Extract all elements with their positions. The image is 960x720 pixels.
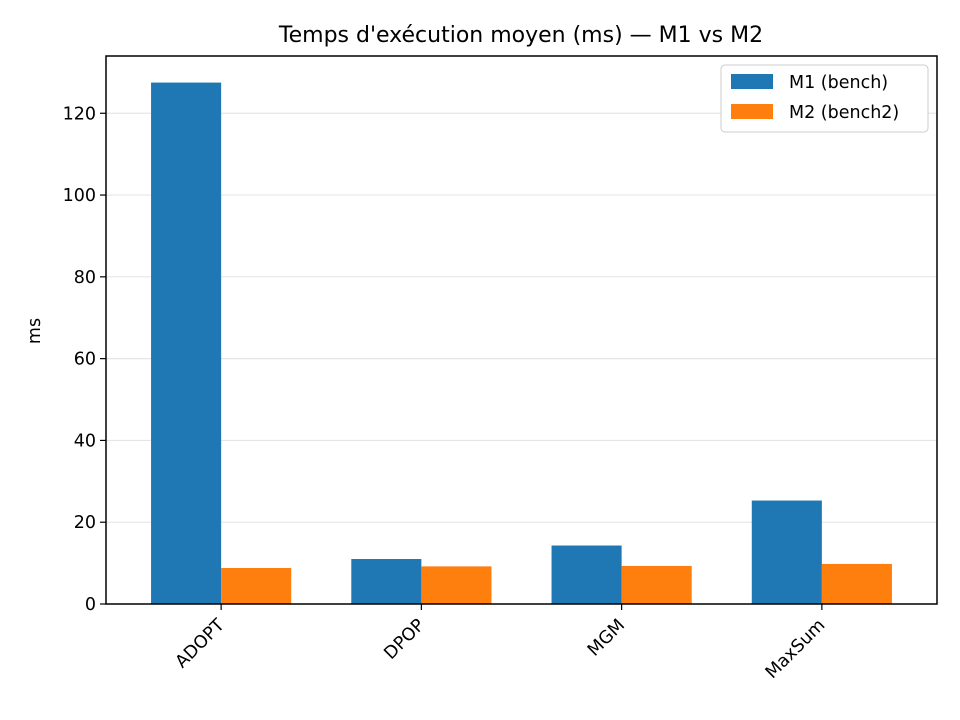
bar-m2-mgm — [621, 565, 692, 604]
x-tick-label: MGM — [584, 615, 629, 660]
gridlines — [106, 112, 937, 523]
legend-swatch — [731, 104, 773, 119]
legend-label: M1 (bench) — [789, 73, 888, 93]
bar-m1-mgm — [551, 545, 622, 604]
legend-label: M2 (bench2) — [789, 103, 899, 123]
bar-m2-maxsum — [821, 563, 892, 604]
x-tick-label: MaxSum — [762, 615, 829, 682]
chart-title: Temps d'exécution moyen (ms) — M1 vs M2 — [278, 23, 763, 48]
plot-frame — [105, 55, 938, 605]
bar-m1-dpop — [351, 559, 422, 604]
bar-m2-adopt — [221, 568, 292, 604]
bars — [151, 82, 892, 604]
y-tick-label: 0 — [85, 595, 96, 615]
bar-m1-maxsum — [751, 500, 822, 604]
y-tick-label: 100 — [63, 186, 96, 206]
bar-m1-adopt — [151, 82, 222, 604]
legend-swatch — [731, 74, 773, 89]
y-tick-label: 120 — [63, 104, 96, 124]
y-tick-label: 80 — [74, 268, 96, 288]
bar-m2-dpop — [421, 566, 492, 604]
x-tick-label: ADOPT — [172, 615, 229, 672]
x-tick-label: DPOP — [381, 615, 429, 663]
y-tick-label: 20 — [74, 513, 96, 533]
y-tick-label: 60 — [74, 350, 96, 370]
y-tick-label: 40 — [74, 431, 96, 451]
legend: M1 (bench) M2 (bench2) — [720, 64, 929, 133]
y-axis-label: ms — [25, 318, 45, 344]
